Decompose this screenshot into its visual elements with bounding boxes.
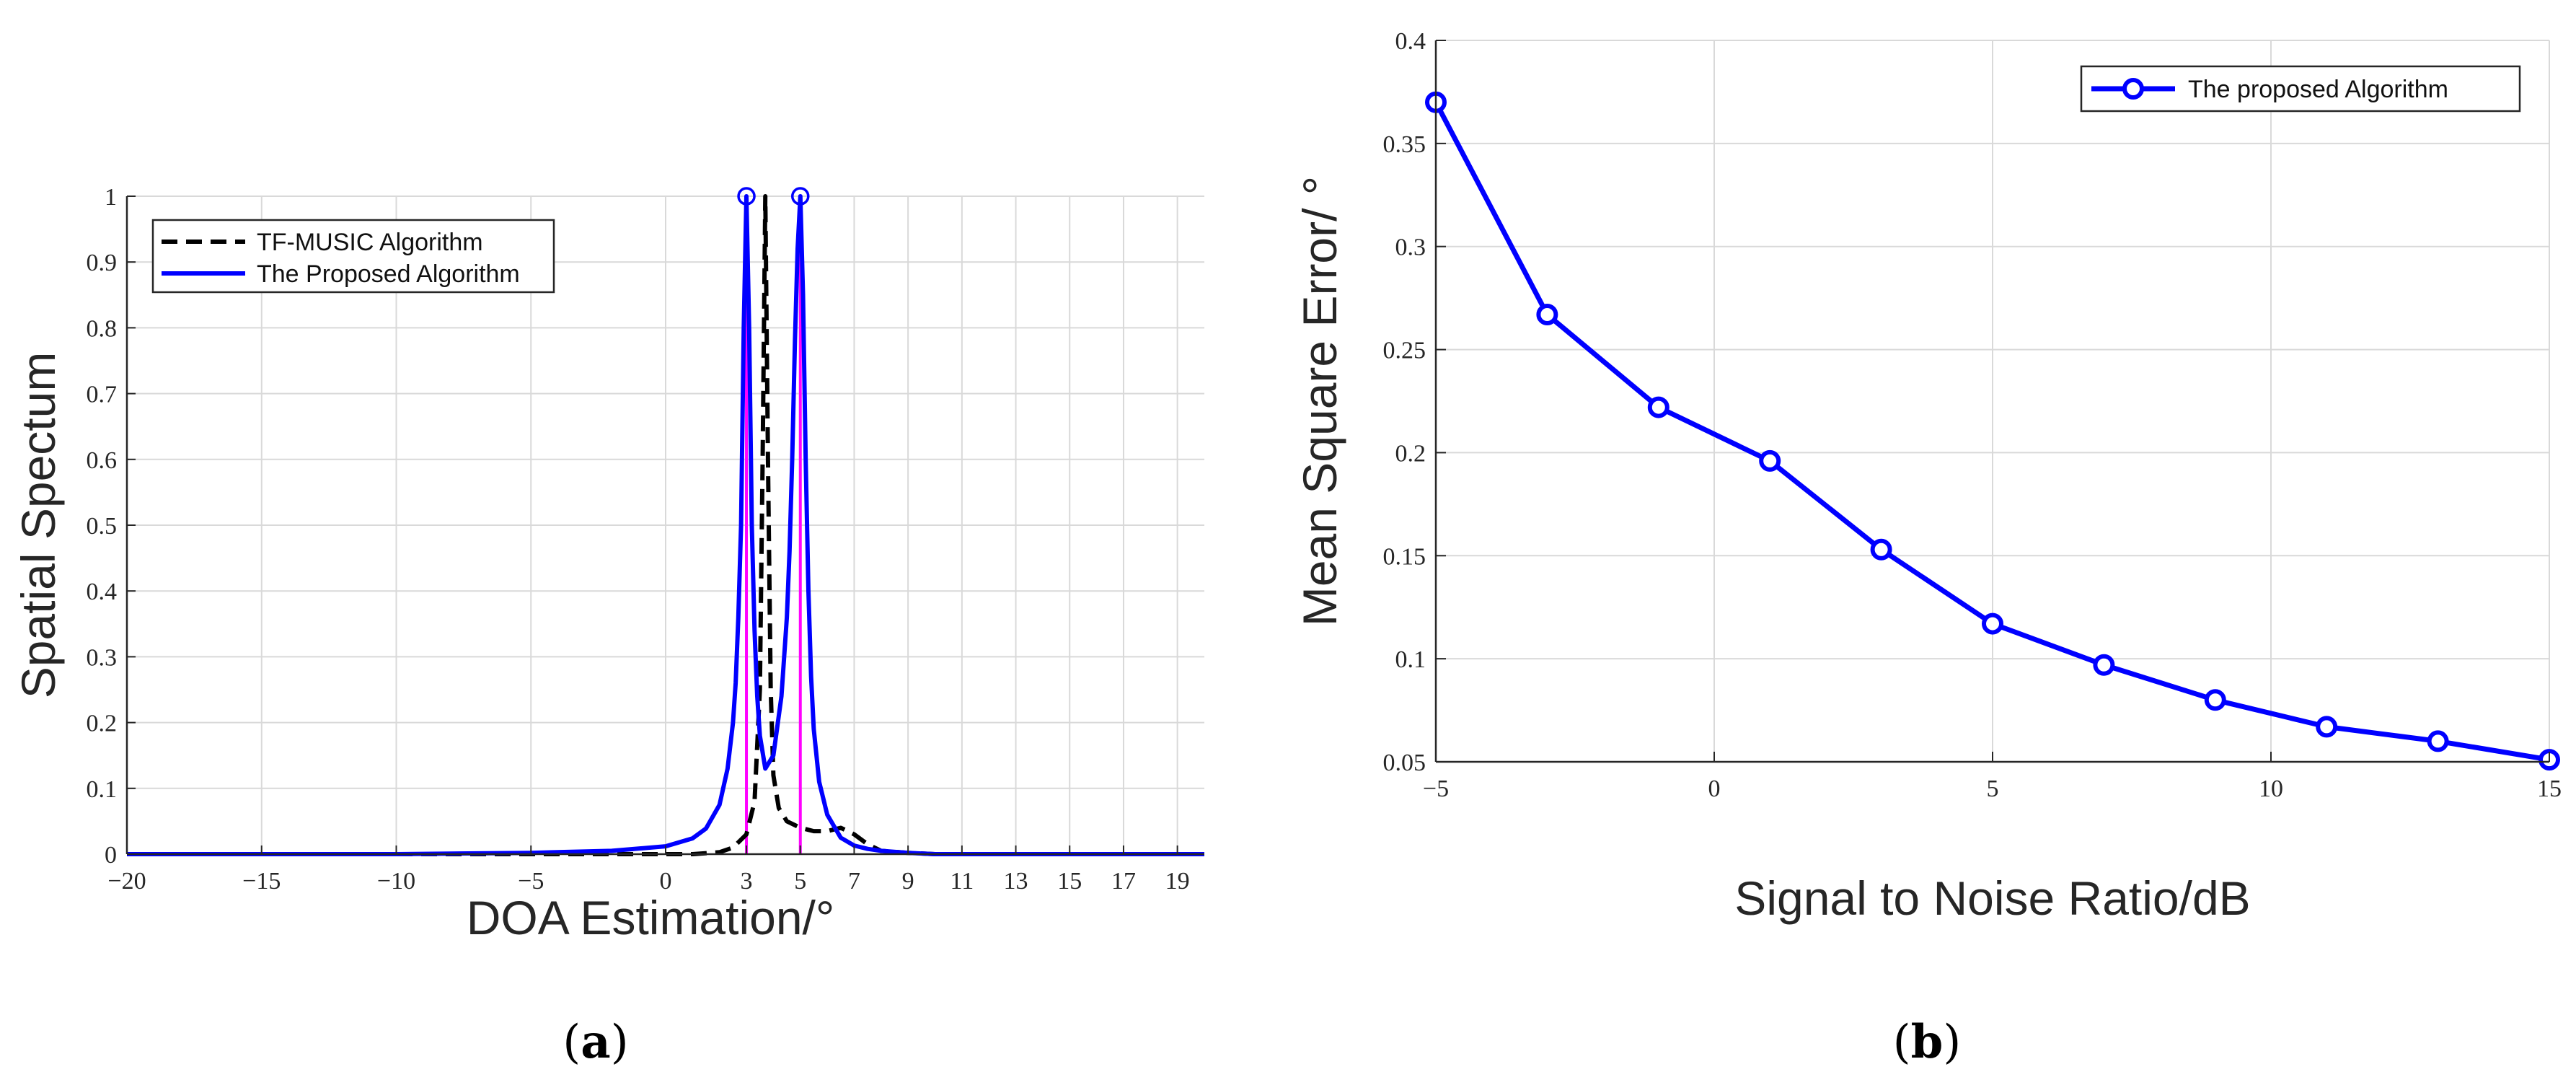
data-point-mse: [1536, 304, 1558, 325]
panel-b-y-axis-label: Mean Square Error/ °: [1293, 176, 1346, 626]
panel-b-y-tick-label: 0.25: [1383, 338, 1426, 364]
panel-b-legend-marker: [2122, 78, 2144, 100]
panel-b-y-tick-label: 0.35: [1383, 131, 1426, 158]
panel-b-marks: [1425, 91, 2560, 771]
panel-b-x-axis-label: Signal to Noise Ratio/dB: [1734, 871, 2250, 925]
panel-a-x-tick-label: 7: [848, 868, 860, 895]
panel-a-legend-label: The Proposed Algorithm: [257, 260, 520, 288]
panel-a-y-tick-label: 0.4: [87, 579, 118, 605]
panel-a-chart: −20 −15 −10 −5 0 3 5 7 9 11 13 15 17 19 0 0.1 0.2 0.3 0.4 0…: [12, 184, 1204, 1069]
panel-b-y-tick-label: 0.15: [1383, 543, 1426, 570]
panel-a-y-tick-label: 0.2: [87, 711, 118, 737]
panel-a-x-tick-label: −20: [107, 868, 146, 895]
panel-b-y-tick-label: 0.4: [1395, 28, 1426, 55]
data-point-mse: [2316, 716, 2338, 738]
panel-b-y-tick-label: 0.1: [1395, 646, 1426, 673]
panel-b-label: (b): [1893, 1015, 1962, 1069]
panel-a-y-tick-label: 0.9: [87, 250, 118, 276]
panel-a-x-axis-label: DOA Estimation/°: [467, 891, 835, 944]
panel-b-legend-label: The proposed Algorithm: [2188, 76, 2448, 103]
panel-a-y-tick-label: 0.1: [87, 776, 118, 803]
panel-a-y-tick-label: 0.3: [87, 644, 118, 671]
panel-a-x-tick-label: 19: [1165, 868, 1190, 895]
panel-a-label: (a): [563, 1015, 628, 1069]
panel-b-y-tick-label: 0.2: [1395, 440, 1426, 467]
panel-a-y-tick-label: 0: [105, 842, 117, 869]
panel-a-y-tick-label: 1: [105, 184, 117, 211]
panel-b-x-tick-label: 0: [1708, 776, 1721, 802]
panel-a-y-tick-label: 0.6: [87, 447, 118, 474]
panel-a-legend-box: [151, 219, 555, 294]
panel-a-peak-marker: [737, 187, 756, 206]
panel-a-x-tick-label: 13: [1004, 868, 1028, 895]
panel-a-axes: −20 −15 −10 −5 0 3 5 7 9 11 13 15 17 19 0 0.1 0.2 0.3 0.4 0…: [87, 184, 1204, 895]
data-point-mse: [1982, 612, 2003, 635]
panel-b-axes: −5 0 5 10 15 0.05 0.1 0.15 0.2 0.25 0.3 0.35 0.4: [1383, 28, 2562, 802]
panel-b-x-tick-label: 15: [2537, 776, 2562, 802]
panel-b-x-tick-label: −5: [1423, 776, 1449, 802]
series-line-tf-music: [127, 194, 1204, 856]
panel-b-x-tick-label: 10: [2259, 776, 2283, 802]
panel-a-y-tick-label: 0.7: [87, 382, 118, 408]
panel-a-legend: TF-MUSIC Algorithm The Proposed Algorithm: [151, 219, 555, 294]
panel-b-chart: −5 0 5 10 15 0.05 0.1 0.15 0.2 0.25 0.3 0.35 0.4 The…: [1293, 28, 2562, 1069]
panel-a-x-tick-label: 3: [741, 868, 753, 895]
panel-a-x-tick-label: 9: [902, 868, 914, 895]
panel-a-x-tick-label: 15: [1057, 868, 1082, 895]
panel-a-legend-label: TF-MUSIC Algorithm: [257, 229, 483, 256]
series-line-proposed: [127, 194, 1204, 856]
panel-b-legend: The proposed Algorithm: [2080, 65, 2521, 113]
data-point-mse: [2204, 689, 2226, 711]
panel-a-x-tick-label: 11: [950, 868, 974, 895]
panel-a-x-tick-label: 17: [1111, 868, 1136, 895]
panel-b-grid: [1435, 40, 2550, 763]
panel-a-y-tick-label: 0.5: [87, 513, 118, 540]
data-point-mse: [1870, 538, 1892, 561]
panel-b-y-tick-label: 0.3: [1395, 234, 1426, 261]
data-point-mse: [2093, 654, 2115, 676]
data-point-mse: [2427, 730, 2449, 752]
panel-a-y-axis-label: Spatial Spectum: [12, 352, 65, 699]
panel-a-x-tick-label: 0: [660, 868, 672, 895]
panel-b-y-tick-label: 0.05: [1383, 750, 1426, 776]
panel-a-x-tick-label: −15: [242, 868, 281, 895]
panel-a-peak-marker: [791, 187, 810, 206]
panel-b-x-tick-label: 5: [1987, 776, 1999, 802]
panel-a-marks: [127, 187, 1204, 856]
data-point-mse: [1759, 449, 1781, 472]
panel-a-x-tick-label: 5: [794, 868, 806, 895]
panel-a-x-tick-label: −10: [377, 868, 415, 895]
panel-a-x-tick-label: −5: [518, 868, 544, 895]
panel-a-y-tick-label: 0.8: [87, 315, 118, 342]
data-point-mse: [1647, 396, 1669, 418]
